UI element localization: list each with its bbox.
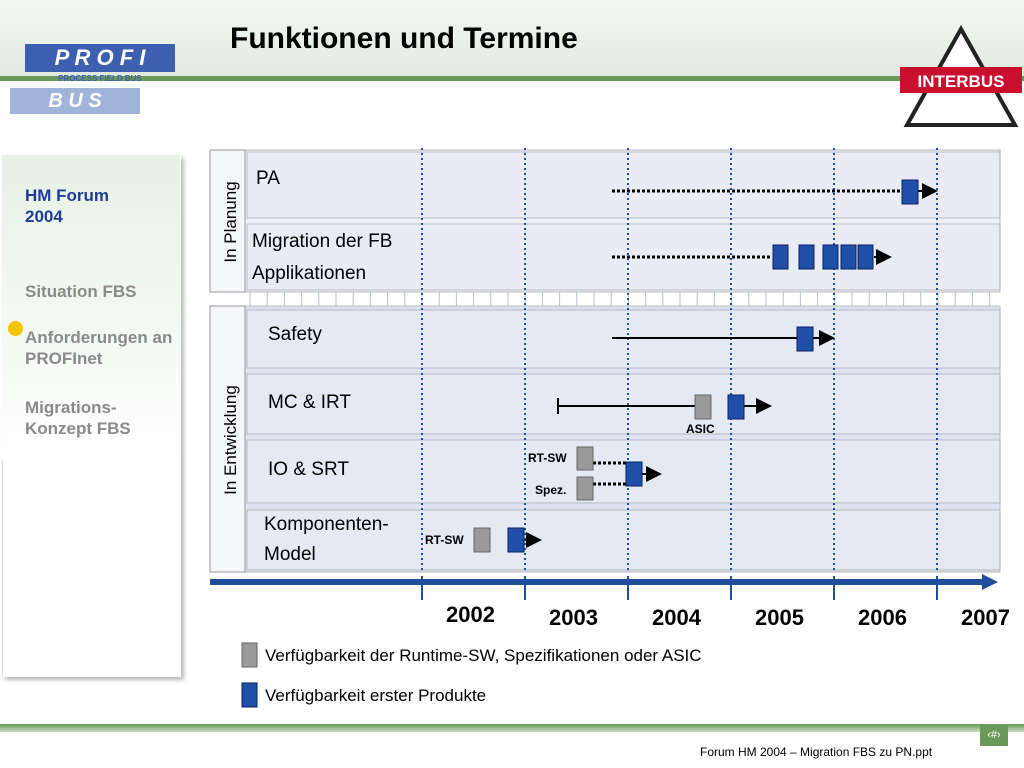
row-label-box: Komponenten-Model <box>264 514 389 565</box>
axis-arrow <box>982 574 998 590</box>
row-label-box: Migration der FB Applikationen <box>252 231 393 284</box>
row-label: Migration der FB Applikationen <box>252 231 393 284</box>
row-band <box>246 439 1001 504</box>
bus-logo: B U S <box>10 88 140 114</box>
product-marker <box>796 326 814 352</box>
header-rule <box>0 76 1024 81</box>
year-labels: 2002 2003 2004 2005 2006 2007 <box>421 576 1010 630</box>
product-marker <box>727 394 745 420</box>
legend-swatch <box>241 682 258 708</box>
row-label: MC & IRT <box>268 392 351 413</box>
note: Spez. <box>535 483 566 497</box>
sidebar-item: Situation FBS <box>25 282 137 301</box>
sidebar-item: Anforderungen an PROFInet <box>25 328 173 368</box>
product-marker <box>625 461 643 487</box>
year-label: 2003 <box>549 605 598 630</box>
sidebar-shade <box>2 155 180 460</box>
spec-marker <box>473 527 491 553</box>
product-marker <box>822 244 839 270</box>
year-label: 2007 <box>961 605 1010 630</box>
product-marker <box>772 244 789 270</box>
spec-marker <box>694 394 712 420</box>
row-label: IO & SRT <box>268 459 349 480</box>
row-band <box>246 373 1001 435</box>
spec-marker <box>576 446 594 471</box>
year-label: 2005 <box>755 605 804 630</box>
product-marker <box>507 527 525 553</box>
product-marker <box>857 244 874 270</box>
group-label: In Planung <box>221 181 240 262</box>
logo-bar <box>900 67 1022 93</box>
row-label: Komponenten-Model <box>264 514 389 565</box>
group-tab <box>209 149 246 293</box>
legend-swatch <box>241 642 258 668</box>
slide-title: Funktionen und Termine <box>230 22 578 55</box>
group-tab <box>209 305 246 573</box>
product-marker <box>901 179 919 205</box>
year-label: 2004 <box>652 605 702 630</box>
row-band <box>246 151 1001 219</box>
sidebar-item: Migrations-Konzept FBS <box>25 398 131 438</box>
year-label: 2002 <box>446 602 495 627</box>
legend-label: Verfügbarkeit der Runtime-SW, Spezifikat… <box>265 646 702 665</box>
legend-label: Verfügbarkeit erster Produkte <box>265 686 486 705</box>
product-marker <box>840 244 857 270</box>
year-label: 2006 <box>858 605 907 630</box>
profi-subtitle: PROCESS FIELD BUS <box>58 74 142 83</box>
footer-rule <box>0 724 1024 732</box>
year-dividers <box>421 148 938 572</box>
note: RT-SW <box>425 533 464 547</box>
profi-logo: P R O F I <box>25 44 175 72</box>
row-band <box>246 509 1001 571</box>
sidebar-heading: HM Forum 2004 <box>25 186 110 226</box>
interbus-logo: INTERBUS <box>900 25 1022 127</box>
spec-marker <box>576 476 594 501</box>
page-number: ‹#› <box>980 724 1008 746</box>
group-label: In Entwicklung <box>221 385 240 495</box>
note: ASIC <box>686 422 715 436</box>
row-label: PA <box>256 168 280 189</box>
bullet <box>8 321 23 336</box>
note: RT-SW <box>528 451 567 465</box>
product-marker <box>798 244 815 270</box>
footer-text: Forum HM 2004 – Migration FBS zu PN.ppt <box>700 745 933 759</box>
logo-text: INTERBUS <box>918 72 1005 91</box>
row-label: Safety <box>268 324 322 345</box>
